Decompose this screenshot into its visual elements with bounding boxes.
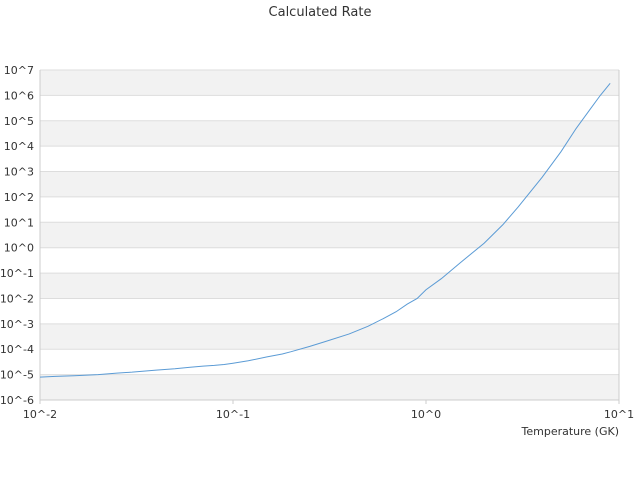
- y-tick-label: 10^4: [4, 140, 34, 153]
- y-tick-label: 10^3: [4, 166, 34, 179]
- grid-band: [40, 70, 619, 96]
- y-tick-label: 10^-3: [0, 318, 34, 331]
- y-tick-label: 10^-4: [0, 343, 34, 356]
- chart-title: Calculated Rate: [269, 5, 372, 20]
- x-tick-labels: 10^-2 10^-1 10^0 10^1: [23, 400, 634, 421]
- x-tick-label: 10^1: [604, 408, 634, 421]
- grid-band: [40, 374, 619, 400]
- grid-band: [40, 120, 619, 147]
- y-tick-label: 10^2: [4, 191, 34, 204]
- axes: [39, 70, 620, 401]
- grid-lines: [40, 69, 619, 401]
- grid-band: [40, 222, 619, 248]
- x-axis-label: Temperature (GK): [521, 425, 620, 438]
- y-tick-label: 10^1: [4, 216, 34, 229]
- x-tick-label: 10^-1: [216, 408, 250, 421]
- grid-band: [40, 171, 619, 197]
- grid-band: [40, 323, 619, 350]
- y-tick-label: 10^6: [4, 89, 34, 102]
- y-tick-label: 10^0: [4, 242, 34, 255]
- y-tick-labels: 10^-6 10^-5 10^-4 10^-3 10^-2 10^-1 10^0 10^1 10…: [0, 64, 34, 407]
- x-tick-label: 10^0: [411, 408, 441, 421]
- grid-band: [40, 273, 619, 299]
- series-line: [39, 82, 611, 378]
- x-tick-label: 10^-2: [23, 408, 57, 421]
- y-tick-label: 10^-5: [0, 369, 34, 382]
- y-tick-label: 10^7: [4, 64, 34, 77]
- y-tick-label: 10^-2: [0, 292, 34, 305]
- y-tick-label: 10^-1: [0, 267, 34, 280]
- y-tick-label: 10^5: [4, 115, 34, 128]
- y-tick-label: 10^-6: [0, 394, 34, 407]
- grid-bands: [40, 70, 619, 400]
